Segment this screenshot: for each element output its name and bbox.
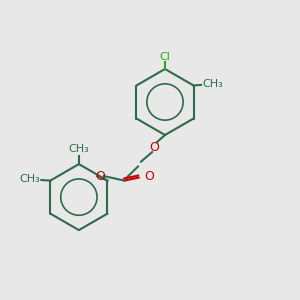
Text: O: O bbox=[144, 169, 154, 183]
Text: O: O bbox=[150, 141, 159, 154]
Text: CH₃: CH₃ bbox=[19, 174, 40, 184]
Text: Cl: Cl bbox=[160, 52, 170, 61]
Text: O: O bbox=[95, 169, 105, 183]
Text: CH₃: CH₃ bbox=[68, 145, 89, 154]
Text: CH₃: CH₃ bbox=[202, 79, 223, 89]
